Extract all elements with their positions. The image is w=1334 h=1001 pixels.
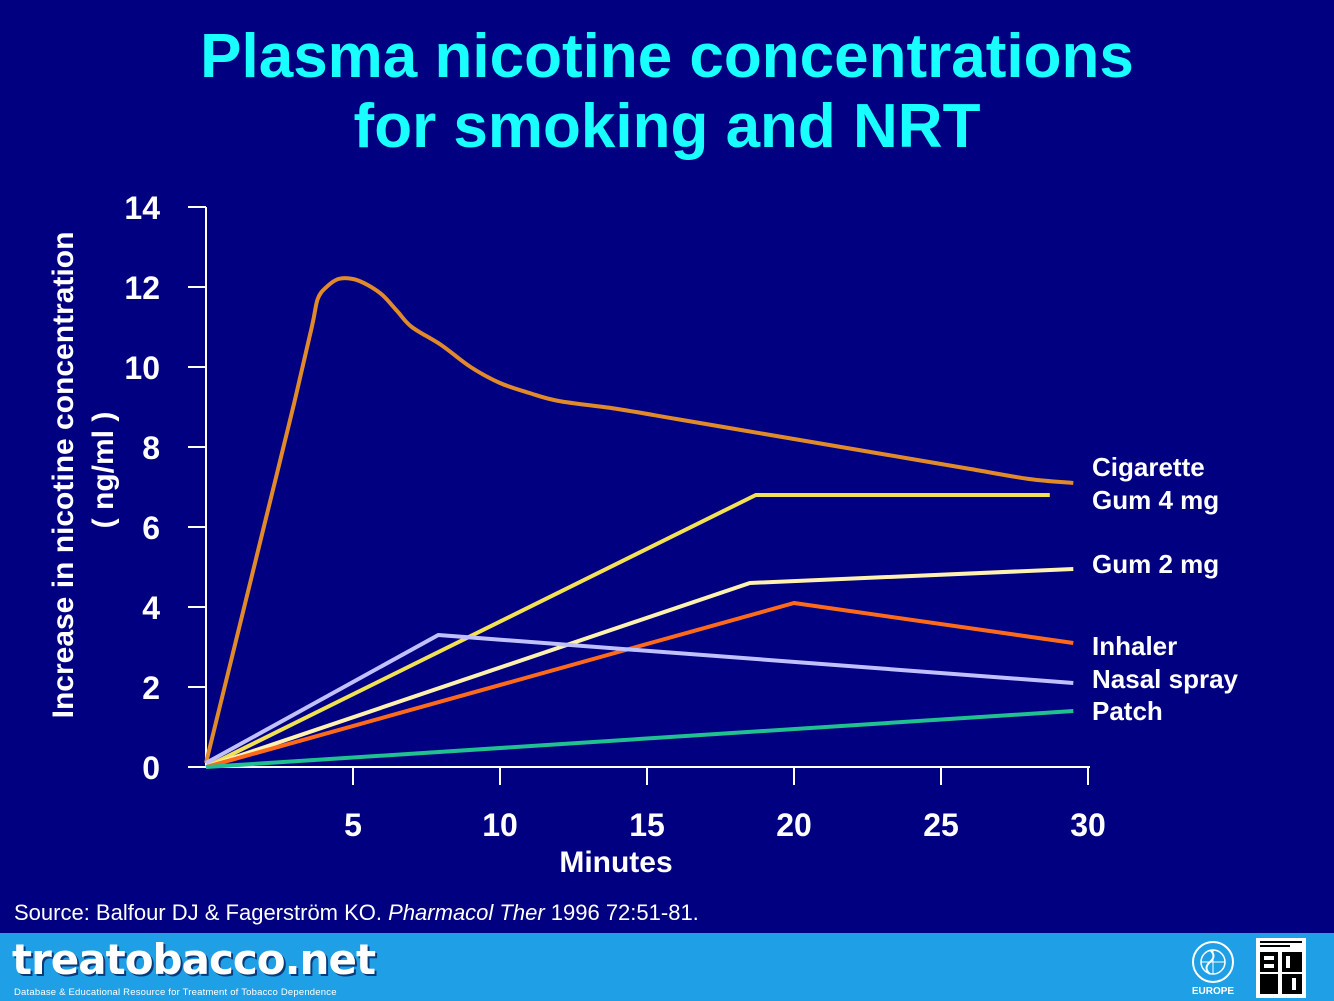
brand-tagline: Database & Educational Resource for Trea… (14, 987, 337, 998)
series-label-cigarette: Cigarette (1092, 452, 1205, 482)
y-axis-title-line2: ( ng/ml ) (87, 412, 120, 529)
chart-axes (188, 207, 1090, 768)
source-prefix: Source: Balfour DJ & Fagerström KO. (14, 900, 389, 925)
series-line-gum-4-mg (205, 493, 1050, 769)
series-label-gum-2-mg: Gum 2 mg (1092, 549, 1219, 579)
source-journal: Pharmacol Ther (388, 900, 545, 925)
slide-title-line2: for smoking and NRT (353, 92, 981, 161)
y-tick-label: 14 (124, 190, 160, 226)
series-line-nasal-spray (205, 633, 1074, 765)
series-label-nasal-spray: Nasal spray (1092, 664, 1239, 694)
series-line-patch (205, 709, 1074, 769)
chart-series-lines (204, 276, 1074, 769)
x-tick-label: 5 (344, 807, 362, 843)
x-tick-label: 15 (629, 807, 665, 843)
x-tick-label: 30 (1070, 807, 1106, 843)
chart-ticks: 0 2 4 6 8 10 12 14 5 10 15 20 25 30 (124, 190, 1105, 843)
x-tick-label: 25 (923, 807, 959, 843)
y-tick-label: 2 (142, 670, 160, 706)
footer-bar: treatobacco.net Database & Educational R… (0, 933, 1334, 1001)
x-tick-label: 20 (776, 807, 812, 843)
y-tick-label: 6 (142, 510, 160, 546)
y-tick-label: 4 (142, 590, 160, 626)
series-label-patch: Patch (1092, 696, 1163, 726)
series-line-cigarette (204, 276, 1074, 764)
x-tick-label: 10 (482, 807, 518, 843)
y-tick-label: 8 (142, 430, 160, 466)
who-emblem-icon (1192, 941, 1234, 983)
who-europe-label: EUROPE (1191, 986, 1235, 997)
series-line-inhaler (205, 601, 1074, 769)
slide-title-line1: Plasma nicotine concentrations (200, 22, 1134, 91)
x-axis-title: Minutes (559, 846, 672, 879)
series-label-inhaler: Inhaler (1092, 631, 1177, 661)
brand-logo-text[interactable]: treatobacco.net (12, 935, 376, 984)
y-tick-label: 10 (124, 350, 160, 386)
y-tick-label: 12 (124, 270, 160, 306)
source-suffix: 1996 72:51-81. (544, 900, 699, 925)
srnt-logo-icon (1256, 938, 1306, 998)
source-citation: Source: Balfour DJ & Fagerström KO. Phar… (14, 900, 699, 926)
y-axis-title-line1: Increase in nicotine concentration (47, 232, 80, 719)
series-line-gum-2-mg (205, 567, 1074, 769)
y-tick-label: 0 (142, 750, 160, 786)
slide-title: Plasma nicotine concentrations for smoki… (0, 22, 1334, 162)
series-label-gum-4-mg: Gum 4 mg (1092, 485, 1219, 515)
